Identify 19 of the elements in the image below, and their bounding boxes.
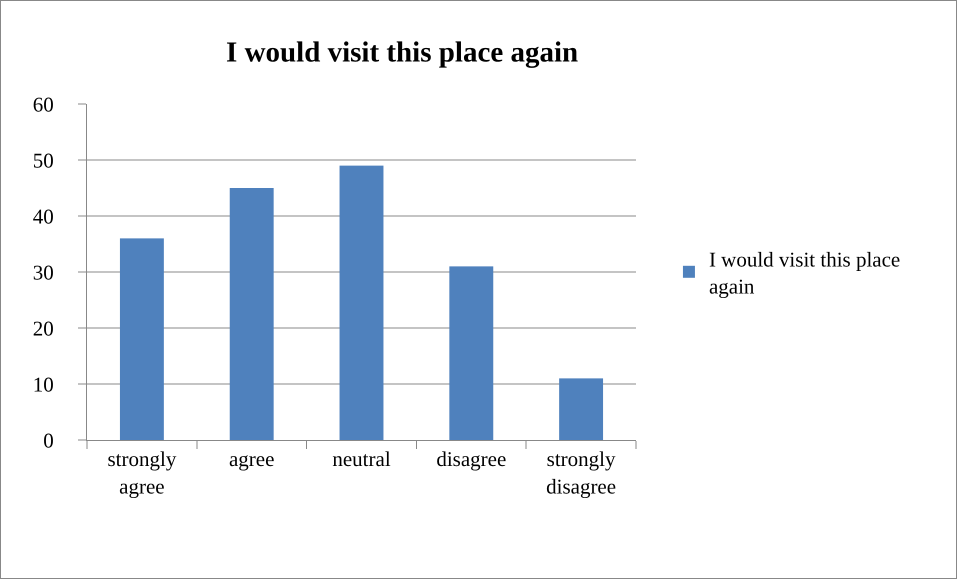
- y-tick-label: 30: [32, 260, 54, 284]
- chart-title: I would visit this place again: [226, 36, 578, 69]
- x-tick-label: neutral: [332, 447, 391, 472]
- y-tick-label: 20: [32, 316, 54, 340]
- legend-label: I would visit this place again: [708, 247, 900, 299]
- y-tick-label: 50: [32, 148, 54, 172]
- y-tick-label: 40: [32, 204, 54, 228]
- bar: [340, 166, 384, 440]
- x-tick-label: strongly disagree: [546, 447, 616, 498]
- x-tick-label: strongly agree: [107, 447, 177, 498]
- bar: [120, 238, 164, 440]
- bar: [449, 266, 494, 440]
- bar: [230, 188, 274, 440]
- y-tick-label: 10: [32, 372, 54, 396]
- y-tick-label: 60: [32, 92, 54, 116]
- x-tick-label: agree: [228, 447, 274, 472]
- bar: [559, 378, 604, 440]
- x-tick-label: disagree: [436, 447, 506, 472]
- y-tick-label: 0: [43, 428, 54, 452]
